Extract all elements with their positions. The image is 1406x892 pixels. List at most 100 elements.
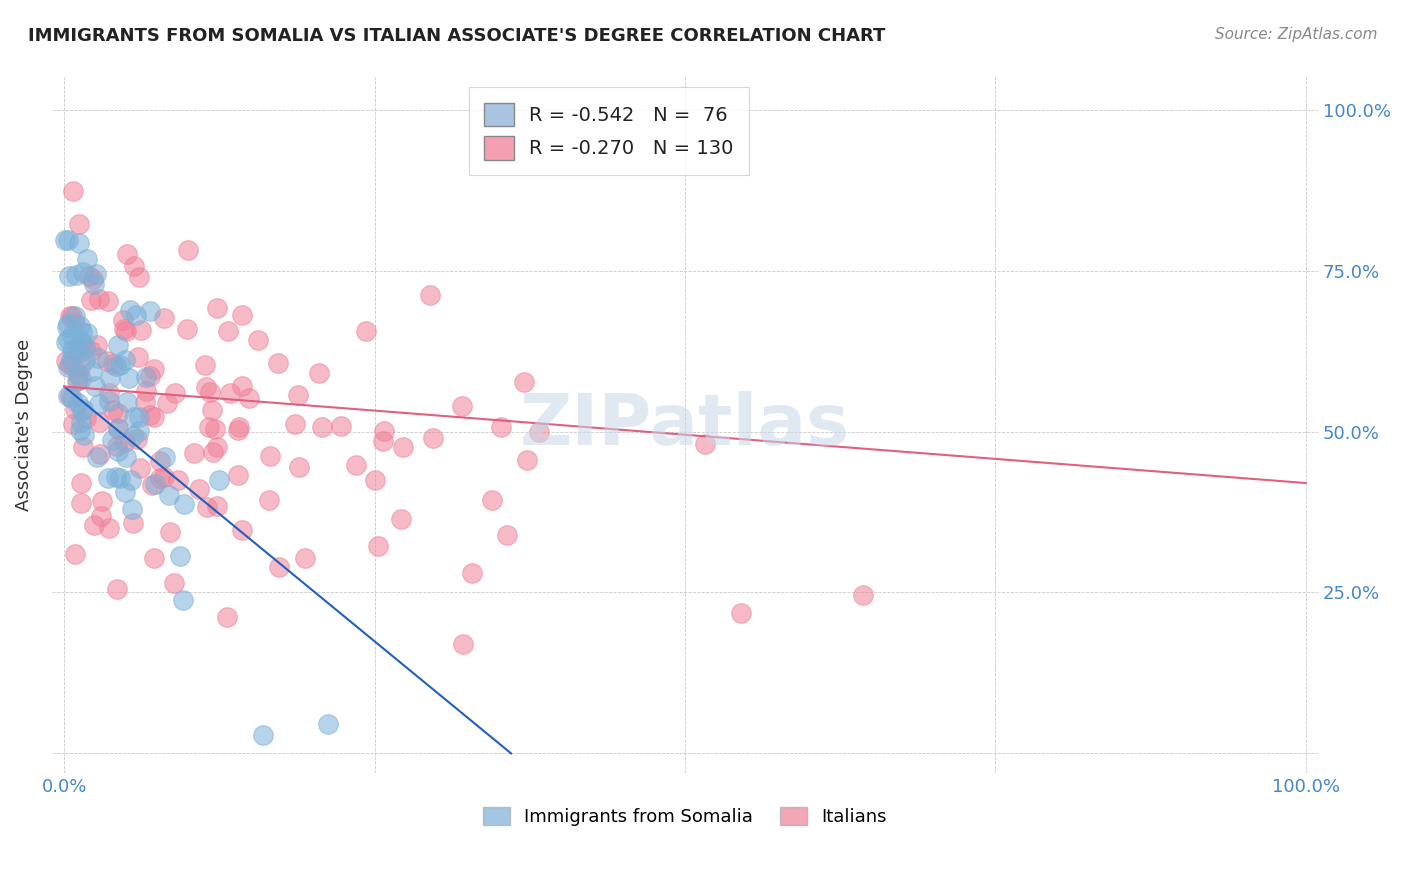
Point	[89, 397, 111, 411]
Point	[481, 492, 503, 507]
Point	[153, 469, 176, 483]
Point	[65, 268, 87, 282]
Point	[83, 517, 105, 532]
Point	[108, 358, 131, 372]
Point	[69, 319, 91, 334]
Point	[91, 494, 114, 508]
Point	[107, 443, 129, 458]
Point	[82, 272, 104, 286]
Point	[364, 473, 387, 487]
Point	[138, 408, 160, 422]
Point	[75, 410, 97, 425]
Point	[115, 324, 138, 338]
Point	[125, 432, 148, 446]
Point	[259, 449, 281, 463]
Point	[62, 184, 84, 198]
Point	[83, 277, 105, 291]
Point	[451, 637, 474, 651]
Point	[62, 343, 84, 357]
Point	[148, 454, 170, 468]
Point	[135, 370, 157, 384]
Point	[118, 371, 141, 385]
Point	[86, 450, 108, 464]
Point	[172, 593, 194, 607]
Point	[389, 512, 412, 526]
Point	[125, 308, 148, 322]
Point	[97, 394, 120, 409]
Point	[115, 450, 138, 464]
Point	[112, 313, 135, 327]
Point	[228, 419, 250, 434]
Point	[461, 566, 484, 580]
Point	[101, 357, 124, 371]
Point	[107, 421, 129, 435]
Point	[58, 332, 80, 346]
Point	[134, 395, 156, 409]
Point	[267, 356, 290, 370]
Point	[120, 473, 142, 487]
Point	[205, 301, 228, 315]
Point	[107, 422, 129, 436]
Point	[76, 252, 98, 266]
Point	[70, 337, 93, 351]
Point	[84, 268, 107, 282]
Point	[197, 420, 219, 434]
Point	[308, 366, 330, 380]
Point	[98, 371, 121, 385]
Point	[139, 303, 162, 318]
Point	[695, 437, 717, 451]
Point	[141, 477, 163, 491]
Point	[156, 396, 179, 410]
Point	[70, 371, 93, 385]
Point	[163, 576, 186, 591]
Point	[107, 439, 129, 453]
Point	[153, 450, 176, 464]
Point	[110, 471, 132, 485]
Point	[56, 233, 79, 247]
Text: IMMIGRANTS FROM SOMALIA VS ITALIAN ASSOCIATE'S DEGREE CORRELATION CHART: IMMIGRANTS FROM SOMALIA VS ITALIAN ASSOC…	[28, 27, 886, 45]
Point	[60, 391, 83, 405]
Point	[112, 322, 135, 336]
Point	[69, 361, 91, 376]
Point	[204, 422, 226, 436]
Point	[62, 359, 84, 374]
Point	[104, 359, 127, 373]
Point	[114, 352, 136, 367]
Point	[183, 446, 205, 460]
Point	[121, 502, 143, 516]
Text: Source: ZipAtlas.com: Source: ZipAtlas.com	[1215, 27, 1378, 42]
Point	[73, 340, 96, 354]
Point	[56, 389, 79, 403]
Point	[373, 424, 395, 438]
Point	[58, 268, 80, 283]
Point	[198, 384, 221, 399]
Point	[72, 401, 94, 416]
Point	[82, 364, 104, 378]
Point	[149, 471, 172, 485]
Point	[100, 433, 122, 447]
Point	[114, 435, 136, 450]
Point	[316, 716, 339, 731]
Point	[392, 441, 415, 455]
Point	[451, 399, 474, 413]
Point	[259, 493, 281, 508]
Point	[422, 431, 444, 445]
Point	[163, 386, 186, 401]
Point	[367, 539, 389, 553]
Point	[219, 386, 242, 401]
Point	[513, 375, 536, 389]
Point	[354, 324, 377, 338]
Point	[195, 379, 218, 393]
Point	[159, 525, 181, 540]
Point	[59, 352, 82, 367]
Point	[120, 302, 142, 317]
Point	[80, 344, 103, 359]
Point	[70, 476, 93, 491]
Point	[96, 354, 118, 368]
Point	[66, 343, 89, 357]
Point	[70, 334, 93, 348]
Point	[80, 293, 103, 307]
Point	[128, 424, 150, 438]
Point	[527, 425, 550, 439]
Point	[69, 423, 91, 437]
